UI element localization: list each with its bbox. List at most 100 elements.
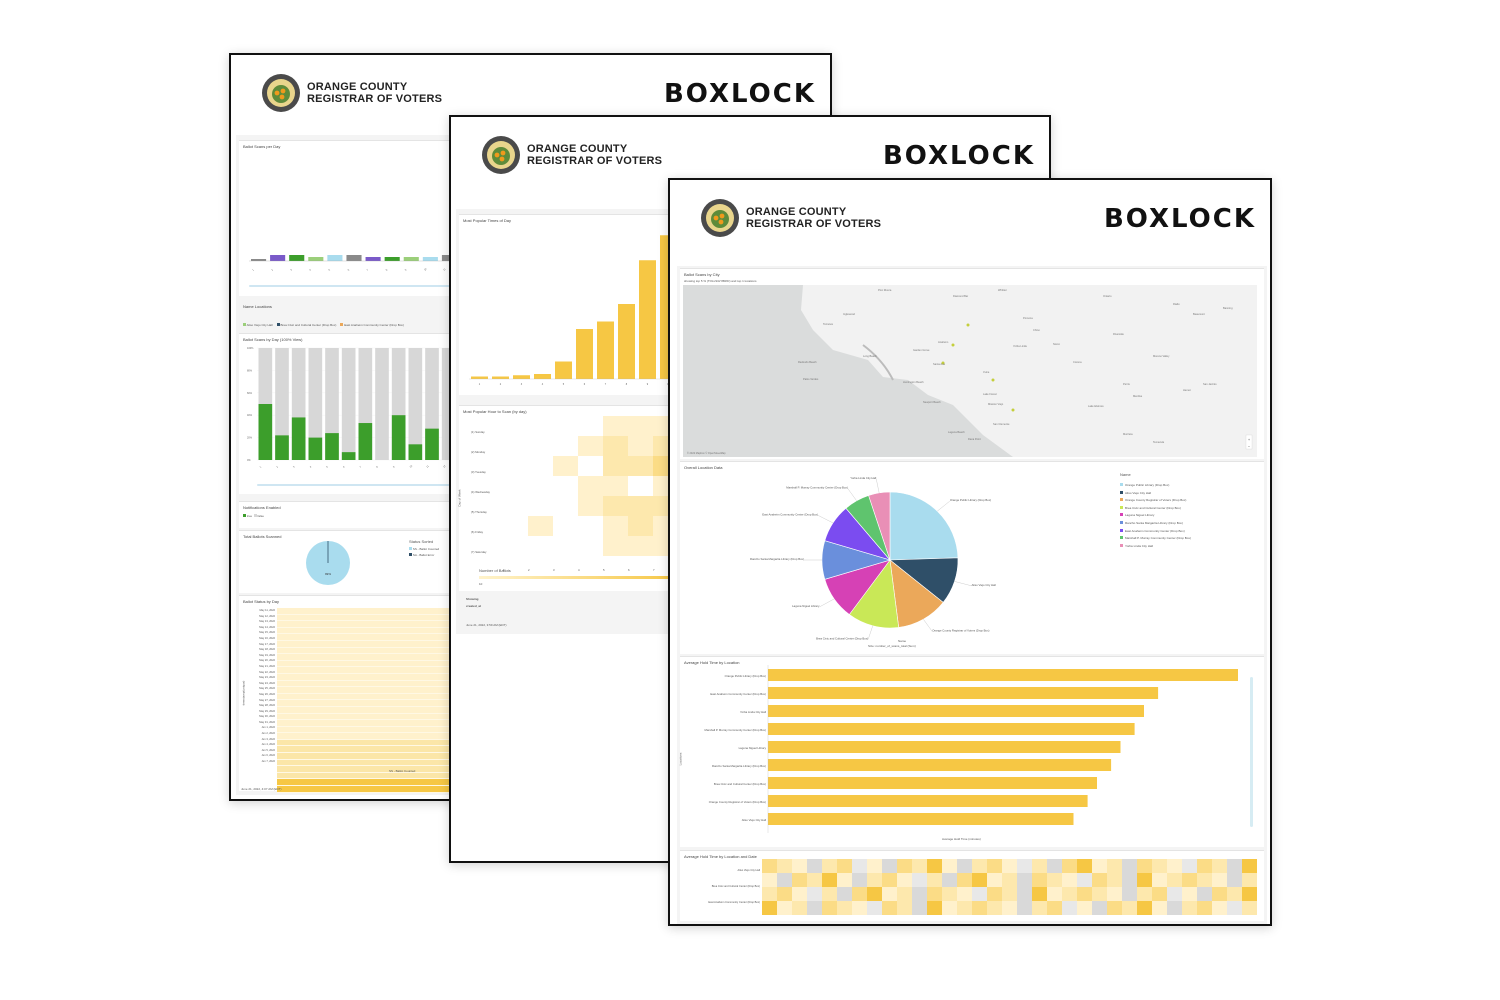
tick-label: 10 [409, 464, 414, 469]
map-city-label: Long Beach [863, 354, 877, 358]
legend-title: Name Locations [243, 304, 272, 309]
heatmap-cell [553, 476, 578, 496]
heatmap-cell [503, 516, 528, 536]
heatmap-row [762, 859, 1257, 873]
map-city-label: Beaumont [1193, 312, 1205, 316]
heatmap-cell [1062, 887, 1077, 901]
organization-name: ORANGE COUNTY REGISTRAR OF VOTERS [746, 206, 882, 230]
heatmap-cell [1242, 873, 1257, 887]
heatmap-cell [972, 873, 987, 887]
pie-label: Laguna Niguel Library [792, 604, 820, 608]
heatmap-cell [503, 456, 528, 476]
tick-label: 3 [290, 268, 294, 272]
day-label: (7) Saturday [471, 550, 487, 554]
heatmap-row [762, 887, 1257, 901]
heatmap-cell [277, 766, 457, 773]
bar [768, 669, 1238, 681]
heatmap-cell [807, 887, 822, 901]
bar [768, 705, 1144, 717]
bar [251, 259, 267, 261]
date-label: Jun 5, 2022 [261, 748, 275, 752]
map-city-label: Moreno Valley [1153, 354, 1170, 358]
map-city-label: Diamond Bar [953, 294, 968, 298]
heatmap-cell [528, 536, 553, 556]
heatmap-cell [852, 859, 867, 873]
legend-item: Aliso Viejo City Hall [243, 323, 273, 327]
tick-label: 7 [605, 383, 607, 386]
heatmap-cell [503, 416, 528, 436]
tick-label: 1 [479, 383, 481, 386]
heatmap-cell [1227, 859, 1242, 873]
bar [325, 433, 339, 460]
heatmap-cell [897, 901, 912, 915]
hour-label: 3 [553, 568, 555, 572]
date-label: May 29, 2022 [259, 709, 275, 713]
bar [384, 257, 400, 261]
heatmap-cell [578, 476, 603, 496]
tick-label: 5 [328, 268, 332, 272]
heatmap-cell [777, 901, 792, 915]
map-city-label: Redondo Beach [798, 360, 817, 364]
date-label: Jun 7, 2022 [261, 760, 275, 764]
heatmap-cell [628, 496, 653, 516]
heatmap-cell [277, 786, 457, 793]
panel-title: Most Popular Times of Day [463, 218, 512, 223]
heatmap-cell [972, 901, 987, 915]
heatmap-cell [628, 436, 653, 456]
bar [291, 417, 306, 460]
bar [597, 321, 614, 379]
heatmap-cell [822, 859, 837, 873]
heatmap-cell [1017, 901, 1032, 915]
day-label: (1) Sunday [471, 430, 485, 434]
bar [768, 687, 1159, 699]
legend-item: Brea Civic and Cultural Center (Drop Box… [1120, 505, 1191, 513]
date-label: May 31, 2022 [259, 720, 275, 724]
avg-hold-panel: Average Hold Time by Location Locations … [678, 656, 1264, 847]
heatmap-cell [277, 627, 457, 635]
heatmap-cell [628, 516, 653, 536]
heatmap-cell [277, 680, 457, 688]
city-map[interactable]: Pico Rivera Whittier Diamond Bar Ontario Ria… [683, 285, 1257, 457]
heatmap-cell [837, 873, 852, 887]
heatmap-cell [578, 436, 603, 456]
map-city-label: Rialto [1173, 302, 1180, 306]
heatmap-cell [1212, 873, 1227, 887]
bar [365, 257, 381, 261]
legend-item: Laguna Niguel Library [1120, 512, 1191, 520]
map-city-label: Palos Verdes [803, 377, 819, 381]
y-axis-label: Locations [678, 752, 683, 766]
x-axis-label: Average Hold Time (minutes) [942, 837, 981, 841]
heatmap-cell [277, 739, 457, 747]
pie-slice [868, 491, 891, 561]
heatmap-cell [553, 516, 578, 536]
heatmap-cell [942, 873, 957, 887]
bar [358, 423, 373, 460]
heatmap-cell [882, 873, 897, 887]
heatmap-cell [972, 859, 987, 873]
tick-label: 11 [442, 267, 446, 271]
heatmap-cell [578, 416, 603, 436]
heatmap-cell [837, 859, 852, 873]
heatmap-cell [1107, 901, 1122, 915]
bar [768, 813, 1074, 825]
date-label: May 26, 2022 [259, 692, 275, 696]
color-scale-min: 10 [479, 582, 483, 586]
bar [425, 428, 439, 460]
tick-label: 11 [426, 464, 430, 468]
panel-title: Most Popular Hour to Scan (by day) [463, 409, 527, 414]
scrollbar[interactable] [1250, 677, 1253, 827]
heatmap-cell [1092, 873, 1107, 887]
heatmap-cell [1047, 887, 1062, 901]
pie-label: Marshall P. Murray Community Center (Dro… [786, 486, 848, 490]
heatmap-cell [578, 516, 603, 536]
heatmap-cell [1197, 859, 1212, 873]
heatmap-cell [852, 873, 867, 887]
map-city-label: Ontario [1103, 294, 1112, 298]
bar [308, 437, 323, 460]
date-label: May 16, 2022 [259, 636, 275, 640]
panel-title: Ballot Scans by Day (100% View) [243, 337, 303, 342]
map-city-label: Pomona [1023, 316, 1033, 320]
heatmap-cell [503, 536, 528, 556]
tick-label: 2 [276, 465, 280, 469]
